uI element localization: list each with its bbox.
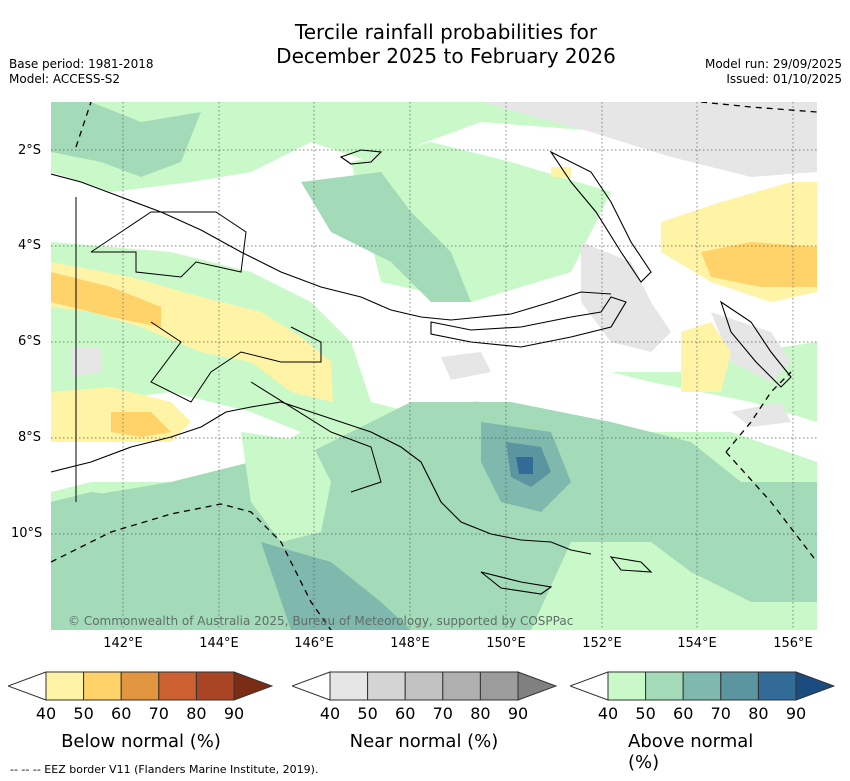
near-normal-north <box>481 102 817 177</box>
above-normal-40-southeast <box>531 542 817 630</box>
lon-label-156e: 156°E <box>773 636 813 651</box>
chart-title: Tercile rainfall probabilities for Decem… <box>0 20 850 68</box>
colorbar-near <box>292 671 557 701</box>
model-run: Model run: 29/09/2025 <box>704 57 842 71</box>
lat-label-2s: 2°S <box>18 143 42 158</box>
graticule <box>51 102 817 630</box>
colorbar-below-cells <box>45 671 235 701</box>
lat-label-8s: 8°S <box>18 430 42 445</box>
above-normal-60-south <box>261 542 411 630</box>
colorbar-above-cell-2 <box>682 671 722 701</box>
copyright-notice: © Commonwealth of Australia 2025, Bureau… <box>68 614 574 628</box>
legend-tick-near-40: 40 <box>319 704 341 723</box>
colorbar-near-low-arrow <box>292 671 331 701</box>
legend-tick-below-60: 60 <box>111 704 132 723</box>
legend-title-near: Near normal (%) <box>349 731 499 752</box>
below-normal-solomon <box>681 322 731 392</box>
meta-right: Model run: 29/09/2025 Issued: 01/10/2025 <box>705 57 842 87</box>
colorbar-near-cell-4 <box>479 671 519 701</box>
colorbar-below <box>8 671 273 701</box>
province-borders <box>75 197 382 502</box>
near-normal-west-patch <box>71 347 101 377</box>
legend-tick-above-90: 90 <box>785 704 807 723</box>
colorbar-above-cells <box>607 671 797 701</box>
legend-tick-below-70: 70 <box>148 704 169 723</box>
legend-tick-above-80: 80 <box>748 704 769 723</box>
colorbar-above-cell-4 <box>757 671 797 701</box>
coastlines <box>51 149 792 595</box>
legend-tick-above-60: 60 <box>673 704 694 723</box>
colorbar-near-cell-1 <box>367 671 406 701</box>
colorbar-below-cell-2 <box>120 671 160 701</box>
lon-label-148e: 148°E <box>390 636 430 651</box>
colorbar-below-cell-3 <box>158 671 197 701</box>
legend-tick-below-40: 40 <box>35 704 57 723</box>
colorbar-above-cell-0 <box>607 671 647 701</box>
legend-tick-near-50: 50 <box>357 704 378 723</box>
colorbar-below-cell-4 <box>195 671 235 701</box>
lon-label-146e: 146°E <box>294 636 334 651</box>
map-canvas <box>51 102 817 630</box>
base-period: Base period: 1981-2018 <box>9 57 154 71</box>
near-normal-patch <box>441 352 491 380</box>
colorbar-above-cell-3 <box>720 671 759 701</box>
issued-date: Issued: 01/10/2025 <box>726 72 842 86</box>
lat-label-10s: 10°S <box>11 526 43 541</box>
legend-tick-near-90: 90 <box>507 704 529 723</box>
below-normal-50-west <box>51 272 161 327</box>
legend-tick-near-60: 60 <box>395 704 416 723</box>
colorbar-near-cells <box>329 671 519 701</box>
equal-odds-region-east <box>431 362 817 462</box>
legend-title-below: Below normal (%) <box>61 731 221 752</box>
near-normal-east-patch <box>731 402 791 427</box>
colorbar-above-cell-1 <box>645 671 684 701</box>
above-normal-50-northwest <box>51 102 201 177</box>
above-normal-50-central <box>301 172 471 302</box>
above-normal-50-southwest <box>51 492 271 630</box>
above-normal-80-gulf <box>516 457 533 474</box>
title-line-1: Tercile rainfall probabilities for <box>294 20 598 44</box>
title-line-2: December 2025 to February 2026 <box>276 44 616 68</box>
legend-tick-below-90: 90 <box>223 704 245 723</box>
legend-title-above: Above normal (%) <box>628 731 754 773</box>
meta-left: Base period: 1981-2018 Model: ACCESS-S2 <box>9 57 154 87</box>
below-normal-50-south-west <box>111 412 171 437</box>
lon-label-142e: 142°E <box>103 636 143 651</box>
colorbar-below-cell-0 <box>45 671 85 701</box>
legend-tick-near-80: 80 <box>470 704 491 723</box>
lon-label-144e: 144°E <box>199 636 239 651</box>
legend-tick-above-40: 40 <box>597 704 619 723</box>
colorbar-near-high-arrow <box>517 671 557 701</box>
probability-map <box>51 102 817 630</box>
legend-tick-below-50: 50 <box>73 704 94 723</box>
lat-label-4s: 4°S <box>18 238 42 253</box>
colorbar-near-cell-2 <box>404 671 444 701</box>
lon-label-152e: 152°E <box>582 636 622 651</box>
colorbar-near-cell-3 <box>442 671 481 701</box>
below-normal-small <box>551 167 571 177</box>
eez-borders <box>51 102 817 630</box>
legend-tick-near-70: 70 <box>432 704 453 723</box>
legend-tick-above-50: 50 <box>635 704 656 723</box>
eez-footnote: -- -- -- EEZ border V11 (Flanders Marine… <box>10 763 319 776</box>
colorbar-below-low-arrow <box>8 671 47 701</box>
lon-label-154e: 154°E <box>677 636 717 651</box>
model-name: Model: ACCESS-S2 <box>9 72 121 86</box>
below-normal-50-east <box>701 242 817 287</box>
colorbar-below-cell-1 <box>83 671 122 701</box>
colorbar-near-cell-0 <box>329 671 369 701</box>
near-normal-bougainville <box>711 312 791 382</box>
lon-label-150e: 150°E <box>486 636 526 651</box>
colorbar-above-low-arrow <box>570 671 609 701</box>
colorbar-above <box>570 671 835 701</box>
legend-tick-below-80: 80 <box>186 704 207 723</box>
above-normal-40-inland <box>241 432 331 542</box>
legend-tick-above-70: 70 <box>710 704 731 723</box>
colorbar-below-high-arrow <box>233 671 273 701</box>
near-normal-new-ireland <box>581 242 671 352</box>
lat-label-6s: 6°S <box>18 334 42 349</box>
colorbar-above-high-arrow <box>795 671 835 701</box>
